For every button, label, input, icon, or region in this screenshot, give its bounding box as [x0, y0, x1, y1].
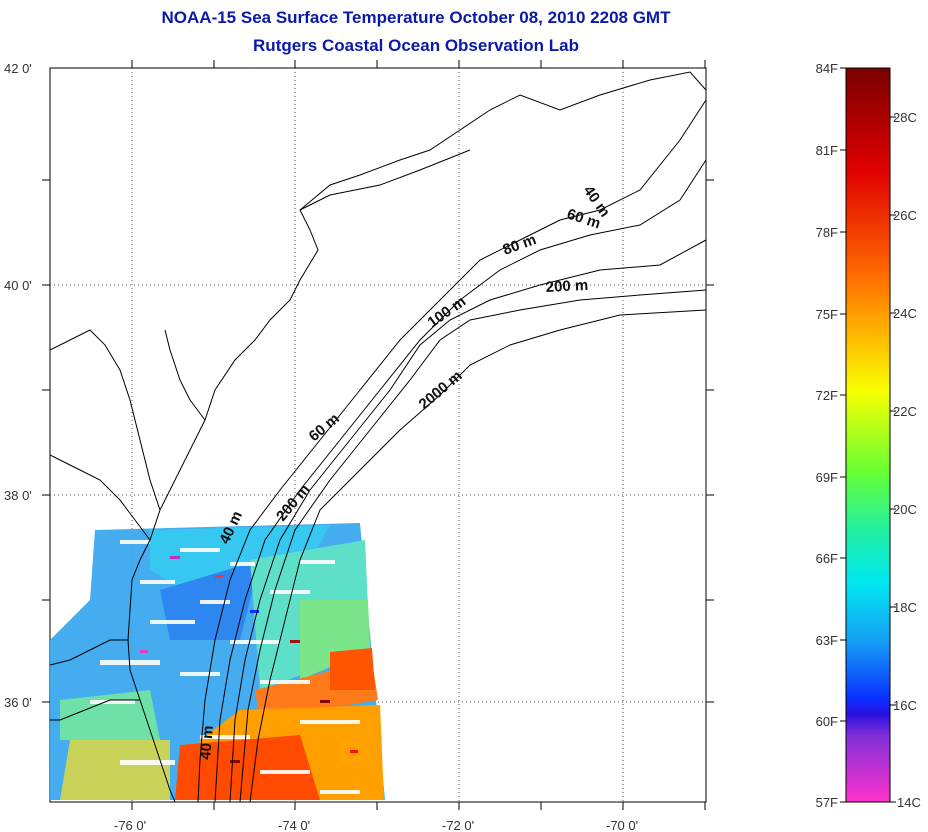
contour-label: 200 m: [545, 277, 588, 296]
colorbar-celsius-labels: 28C 26C 24C 22C 20C 18C 16C 14C: [893, 110, 921, 810]
colorbar-f-label: 81F: [816, 143, 838, 158]
colorbar-f-label: 69F: [816, 470, 838, 485]
lat-tick-label: 36 0': [4, 695, 32, 710]
contour-label: 40 m: [197, 725, 217, 761]
colorbar-c-label: 24C: [893, 306, 917, 321]
colorbar-c-label: 18C: [893, 600, 917, 615]
colorbar-f-label: 63F: [816, 633, 838, 648]
colorbar-f-label: 60F: [816, 714, 838, 729]
map-ticks: [42, 60, 714, 810]
latitude-labels: 42 0' 40 0' 38 0' 36 0': [4, 61, 32, 710]
map-grid: [50, 68, 706, 802]
lon-tick-label: -70 0': [606, 818, 638, 832]
colorbar: [845, 67, 891, 803]
lat-tick-label: 38 0': [4, 488, 32, 503]
colorbar-f-label: 66F: [816, 551, 838, 566]
map-subtitle: Rutgers Coastal Ocean Observation Lab: [253, 36, 579, 55]
lat-tick-label: 40 0': [4, 278, 32, 293]
colorbar-ticks: [840, 67, 896, 803]
lon-tick-label: -74 0': [278, 818, 310, 832]
colorbar-f-label: 78F: [816, 225, 838, 240]
colorbar-c-label: 22C: [893, 404, 917, 419]
coastline: [127, 71, 706, 802]
sst-swath: [50, 523, 385, 800]
lon-tick-label: -76 0': [114, 818, 146, 832]
lon-tick-label: -72 0': [442, 818, 474, 832]
colorbar-f-label: 57F: [816, 795, 838, 810]
colorbar-c-label: 14C: [897, 795, 921, 810]
map-title: NOAA-15 Sea Surface Temperature October …: [161, 8, 671, 27]
colorbar-c-label: 26C: [893, 208, 917, 223]
colorbar-c-label: 16C: [893, 698, 917, 713]
colorbar-f-label: 75F: [816, 307, 838, 322]
colorbar-c-label: 28C: [893, 110, 917, 125]
bathymetry-contours: [197, 99, 706, 802]
colorbar-f-label: 72F: [816, 388, 838, 403]
colorbar-fahrenheit-labels: 84F 81F 78F 75F 72F 69F 66F 63F 60F 57F: [816, 61, 838, 810]
longitude-labels: -76 0' -74 0' -72 0' -70 0': [114, 818, 638, 832]
lat-tick-label: 42 0': [4, 61, 32, 76]
colorbar-f-label: 84F: [816, 61, 838, 76]
colorbar-c-label: 20C: [893, 502, 917, 517]
